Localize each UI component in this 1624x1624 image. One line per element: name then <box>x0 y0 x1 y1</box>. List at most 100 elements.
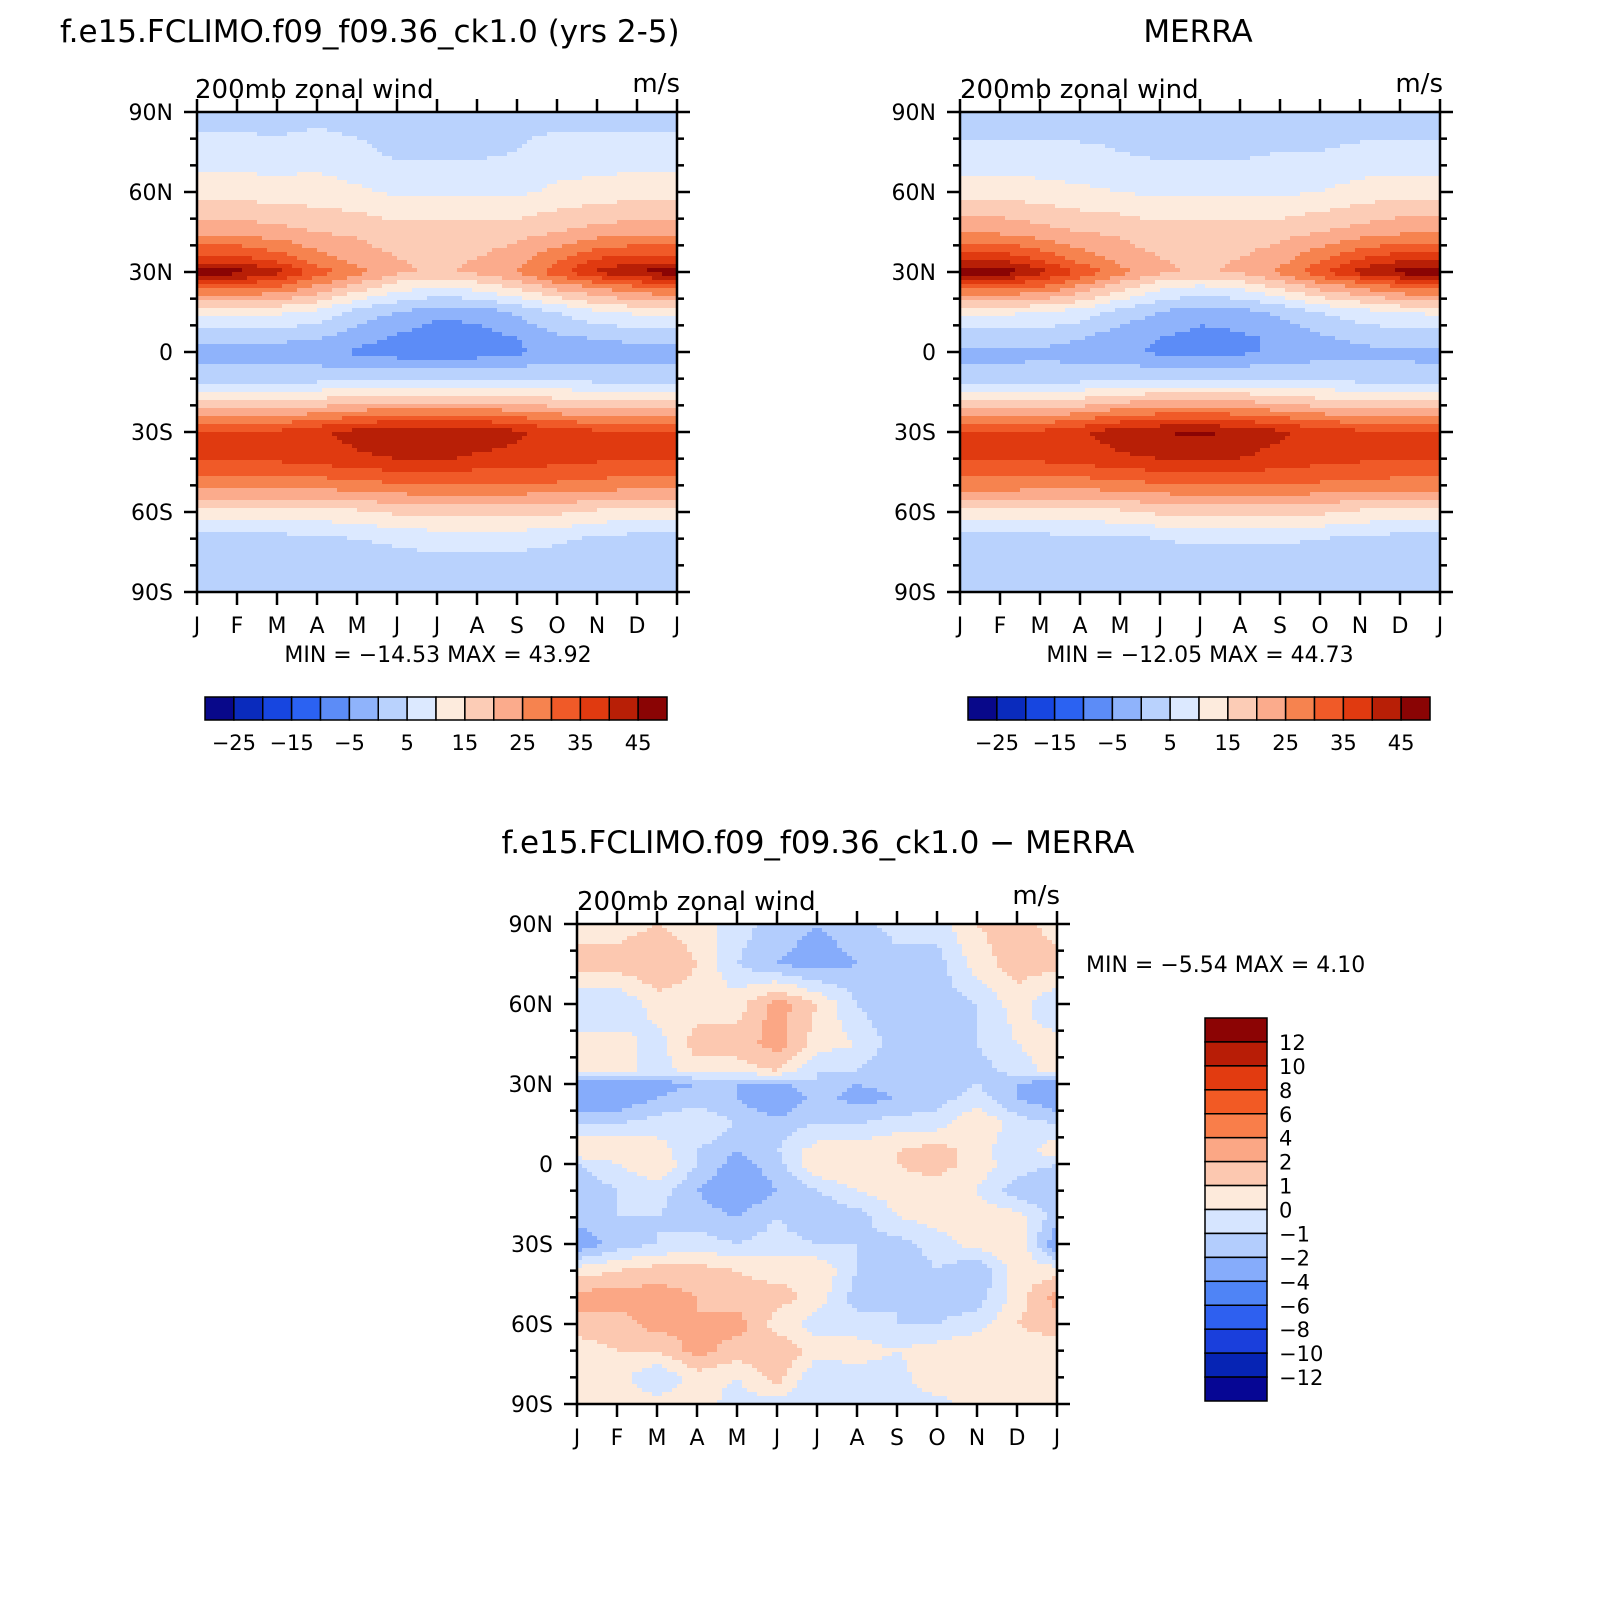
y-tick-label: 30S <box>894 421 936 446</box>
colorbar-label: −25 <box>212 731 256 755</box>
colorbar-label: 1 <box>1279 1175 1292 1199</box>
x-tick-label: J <box>392 614 401 639</box>
y-tick-label: 60N <box>892 181 936 206</box>
colorbar-label: 35 <box>567 731 594 755</box>
colorbar-swatch <box>1140 696 1171 721</box>
colorbar-label: −10 <box>1279 1342 1323 1366</box>
y-tick-label: 60S <box>131 501 173 526</box>
colorbar-label: −1 <box>1279 1222 1310 1246</box>
x-tick-label: J <box>812 1426 821 1451</box>
y-tick-label: 0 <box>539 1153 553 1178</box>
colorbar-swatch <box>464 696 495 721</box>
x-tick-label: N <box>1352 614 1368 639</box>
x-tick-label: J <box>672 614 681 639</box>
x-tick-label: S <box>1273 614 1287 639</box>
colorbar-swatch <box>493 696 524 721</box>
x-tick-label: A <box>689 1426 704 1451</box>
x-tick-label: F <box>231 614 244 639</box>
colorbar-swatch <box>377 696 408 721</box>
colorbar-swatch <box>1204 1160 1268 1187</box>
x-tick-label: M <box>268 614 287 639</box>
colorbar-label: 5 <box>400 731 413 755</box>
colorbar-label: −2 <box>1279 1246 1310 1270</box>
colorbar-label: 45 <box>1388 731 1415 755</box>
x-tick-label: O <box>928 1426 945 1451</box>
x-tick-label: J <box>432 614 441 639</box>
colorbar-label: −4 <box>1279 1270 1310 1294</box>
colorbar-label: −12 <box>1279 1366 1323 1390</box>
x-tick-label: J <box>192 614 201 639</box>
colorbar-swatch <box>1204 1376 1268 1402</box>
colorbar-swatch <box>521 696 553 721</box>
colorbar-swatch <box>262 696 293 721</box>
y-tick-label: 60N <box>509 993 553 1018</box>
y-tick-label: 90N <box>892 101 936 126</box>
y-tick-label: 90S <box>131 581 173 606</box>
colorbar-swatch <box>233 696 264 721</box>
colorbar-swatch <box>435 696 466 721</box>
colorbar-swatch <box>1204 1256 1268 1283</box>
y-tick-label: 30N <box>509 1073 553 1098</box>
colorbar-swatch <box>1169 696 1200 721</box>
colorbar-swatch <box>1053 696 1085 721</box>
y-tick-label: 60N <box>129 181 173 206</box>
colorbar-swatch <box>1111 696 1143 721</box>
x-tick-label: F <box>994 614 1007 639</box>
panel-model: f.e15.FCLIMO.f09_f09.36_ck1.0 (yrs 2-5) … <box>60 14 690 755</box>
x-tick-label: J <box>772 1426 781 1451</box>
y-tick-label: 90S <box>894 581 936 606</box>
colorbar-swatch <box>1371 696 1402 721</box>
colorbar-label: 35 <box>1330 731 1357 755</box>
x-tick-label: O <box>1311 614 1328 639</box>
panel-model-title: f.e15.FCLIMO.f09_f09.36_ck1.0 (yrs 2-5) <box>60 14 680 50</box>
x-tick-label: M <box>728 1426 747 1451</box>
colorbar-label: −5 <box>1097 731 1128 755</box>
x-tick-label: F <box>611 1426 624 1451</box>
y-tick-label: 0 <box>159 341 173 366</box>
colorbar-label: 10 <box>1279 1055 1306 1079</box>
colorbar-label: 12 <box>1279 1031 1306 1055</box>
contour-field <box>960 112 1441 593</box>
colorbar-swatch <box>290 696 322 721</box>
x-tick-label: M <box>648 1426 667 1451</box>
y-tick-label: 0 <box>922 341 936 366</box>
colorbar-label: 2 <box>1279 1151 1292 1175</box>
colorbar-swatch <box>1342 696 1374 721</box>
colorbar-swatch <box>1082 696 1114 721</box>
colorbar-label: 8 <box>1279 1079 1292 1103</box>
x-tick-label: A <box>1072 614 1087 639</box>
colorbar-swatch <box>1204 1328 1268 1354</box>
colorbar-label: 15 <box>1215 731 1242 755</box>
panel-merra-stats: MIN = −12.05 MAX = 44.73 <box>1046 643 1353 668</box>
panel-difference-title: f.e15.FCLIMO.f09_f09.36_ck1.0 − MERRA <box>502 825 1135 861</box>
colorbar-swatch <box>204 696 235 721</box>
colorbar-label: 45 <box>625 731 652 755</box>
colorbar-swatch <box>1227 696 1258 721</box>
colorbar-label: 15 <box>452 731 479 755</box>
x-tick-label: J <box>1155 614 1164 639</box>
colorbar-label: 5 <box>1163 731 1176 755</box>
colorbar-swatch <box>1313 696 1345 721</box>
colorbar-swatch <box>1204 1304 1268 1330</box>
x-tick-label: S <box>510 614 524 639</box>
contour-field <box>197 112 678 593</box>
colorbar-swatch <box>1204 1113 1268 1139</box>
x-tick-label: S <box>890 1426 904 1451</box>
colorbar-swatch <box>1025 696 1056 721</box>
panel-difference-stats: MIN = −5.54 MAX = 4.10 <box>1086 953 1365 978</box>
panel-model-units: m/s <box>632 69 680 99</box>
x-tick-label: D <box>1392 614 1409 639</box>
colorbar-swatch <box>319 696 351 721</box>
colorbar-label: −15 <box>1032 731 1076 755</box>
colorbar-swatch <box>1284 696 1316 721</box>
panel-model-colorbar: −25 −15 −5 5 15 25 35 45 <box>204 696 668 755</box>
y-tick-label: 60S <box>511 1313 553 1338</box>
colorbar-swatch <box>550 696 582 721</box>
panel-merra-units: m/s <box>1395 69 1443 99</box>
y-tick-label: 60S <box>894 501 936 526</box>
panel-merra-colorbar: −25 −15 −5 5 15 25 35 45 <box>967 696 1431 755</box>
